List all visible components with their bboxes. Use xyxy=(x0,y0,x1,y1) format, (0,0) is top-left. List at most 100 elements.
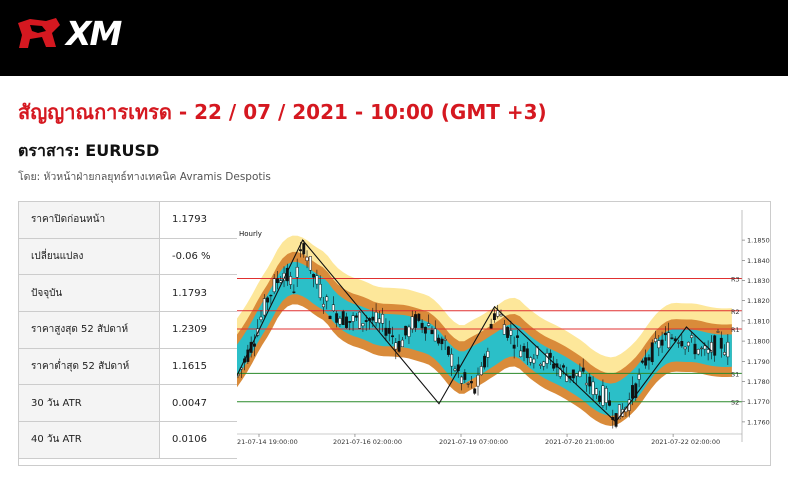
level-label-r3: R3 xyxy=(731,275,740,283)
candle xyxy=(657,334,661,357)
candle xyxy=(305,250,309,269)
level-label-s1: S1 xyxy=(731,370,739,378)
candle xyxy=(397,334,401,354)
header-bar: XM xyxy=(0,0,788,76)
candle xyxy=(427,314,431,327)
y-tick-label: 1.1850 xyxy=(747,237,770,245)
candle xyxy=(565,366,569,383)
candle xyxy=(394,338,398,360)
candle xyxy=(709,335,713,360)
stats-row: 40 วัน ATR 0.0106 xyxy=(18,421,239,459)
candle xyxy=(690,331,694,343)
candle xyxy=(604,385,608,410)
stat-value: 0.0106 xyxy=(159,421,239,459)
author-byline: โดย: หัวหน้าฝ่ายกลยุทธ์ทางเทคนิค Avramis… xyxy=(18,171,271,183)
candle xyxy=(476,367,480,396)
candle xyxy=(450,348,454,376)
x-axis: 21-07-14 19:00:00 2021-07-16 02:00:00 2021… xyxy=(237,433,742,446)
candle xyxy=(276,271,279,290)
candle xyxy=(525,341,529,365)
candle xyxy=(292,284,296,294)
stat-label: ราคาสูงสุด 52 สัปดาห์ xyxy=(18,311,160,349)
x-tick-label: 21-07-14 19:00:00 xyxy=(237,438,298,446)
zigzag-line xyxy=(237,239,713,423)
candle xyxy=(341,309,345,325)
candle xyxy=(312,273,316,288)
candle xyxy=(506,326,510,341)
candle xyxy=(463,369,467,383)
x-tick-label: 2021-07-19 07:00:00 xyxy=(439,438,508,446)
band-outer xyxy=(237,235,732,406)
y-tick-label: 1.1820 xyxy=(747,297,770,305)
stat-label: ปัจจุบัน xyxy=(18,274,160,313)
candle xyxy=(269,294,273,305)
y-tick-label: 1.1800 xyxy=(747,338,770,346)
candle xyxy=(440,336,444,351)
y-axis: 1.1850 1.1840 1.1830 1.1820 1.1810 1.1800 1.17… xyxy=(741,210,770,442)
candle xyxy=(650,339,654,365)
candle xyxy=(289,271,293,289)
candle xyxy=(686,341,690,352)
stat-label: เปลี่ยนแปลง xyxy=(18,237,160,276)
instrument-label: ตราสาร: EURUSD xyxy=(18,141,160,160)
candle xyxy=(591,376,595,401)
candle xyxy=(598,390,602,405)
level-label-r1: R1 xyxy=(731,326,740,334)
candle xyxy=(295,258,299,288)
candle xyxy=(575,373,579,384)
candle xyxy=(647,354,651,370)
candle xyxy=(328,315,332,320)
y-tick-label: 1.1760 xyxy=(747,418,770,426)
candle xyxy=(631,376,634,406)
xm-bull-icon xyxy=(18,18,60,48)
price-chart[interactable]: R3 R2 R1 S1 S2 1.1850 1.1840 1.1830 1.1820 1.181… xyxy=(237,202,770,465)
candle xyxy=(453,365,457,373)
candle xyxy=(325,294,329,310)
candle xyxy=(377,310,381,333)
x-tick-label: 2021-07-22 02:00:00 xyxy=(651,438,720,446)
candle xyxy=(548,349,552,365)
candle xyxy=(473,387,477,395)
y-tick-label: 1.1770 xyxy=(747,398,770,406)
candle xyxy=(400,336,404,348)
timeframe-label: Hourly xyxy=(239,230,262,238)
candle xyxy=(489,318,493,329)
candle xyxy=(716,328,720,333)
candle xyxy=(364,314,368,331)
candle xyxy=(512,336,516,359)
stats-row: ปัจจุบัน 1.1793 xyxy=(18,274,239,313)
candle xyxy=(410,310,414,333)
candle xyxy=(479,361,483,376)
candle xyxy=(502,319,506,335)
candle xyxy=(670,333,674,340)
candle xyxy=(374,303,378,327)
candle xyxy=(522,343,526,362)
stats-table: ราคาปิดก่อนหน้า 1.1793 เปลี่ยนแปลง -0.06 % ป… xyxy=(18,201,239,459)
candle xyxy=(713,334,717,362)
stat-value: 1.1615 xyxy=(159,347,239,386)
candle xyxy=(542,360,546,371)
page-title: สัญญาณการเทรด - 22 / 07 / 2021 - 10:00 (… xyxy=(18,100,547,124)
candle xyxy=(318,275,322,301)
stat-value: 1.1793 xyxy=(159,201,239,239)
candle xyxy=(404,325,408,340)
candle xyxy=(706,340,710,361)
candle xyxy=(640,358,644,365)
candle xyxy=(608,392,611,407)
candle xyxy=(594,387,598,400)
candle xyxy=(469,376,473,389)
y-tick-label: 1.1790 xyxy=(747,358,770,366)
stat-value: 0.0047 xyxy=(159,384,239,423)
candle xyxy=(430,326,434,335)
stats-row: ราคาปิดก่อนหน้า 1.1793 xyxy=(18,201,239,239)
candle xyxy=(354,313,358,321)
stat-label: 30 วัน ATR xyxy=(18,384,160,423)
candle xyxy=(322,297,325,314)
candle xyxy=(384,318,388,342)
candle xyxy=(634,382,638,401)
candle xyxy=(532,354,536,369)
xm-logo[interactable]: XM xyxy=(16,14,134,53)
candle xyxy=(433,320,437,342)
candle xyxy=(726,334,730,365)
candle xyxy=(654,330,657,344)
